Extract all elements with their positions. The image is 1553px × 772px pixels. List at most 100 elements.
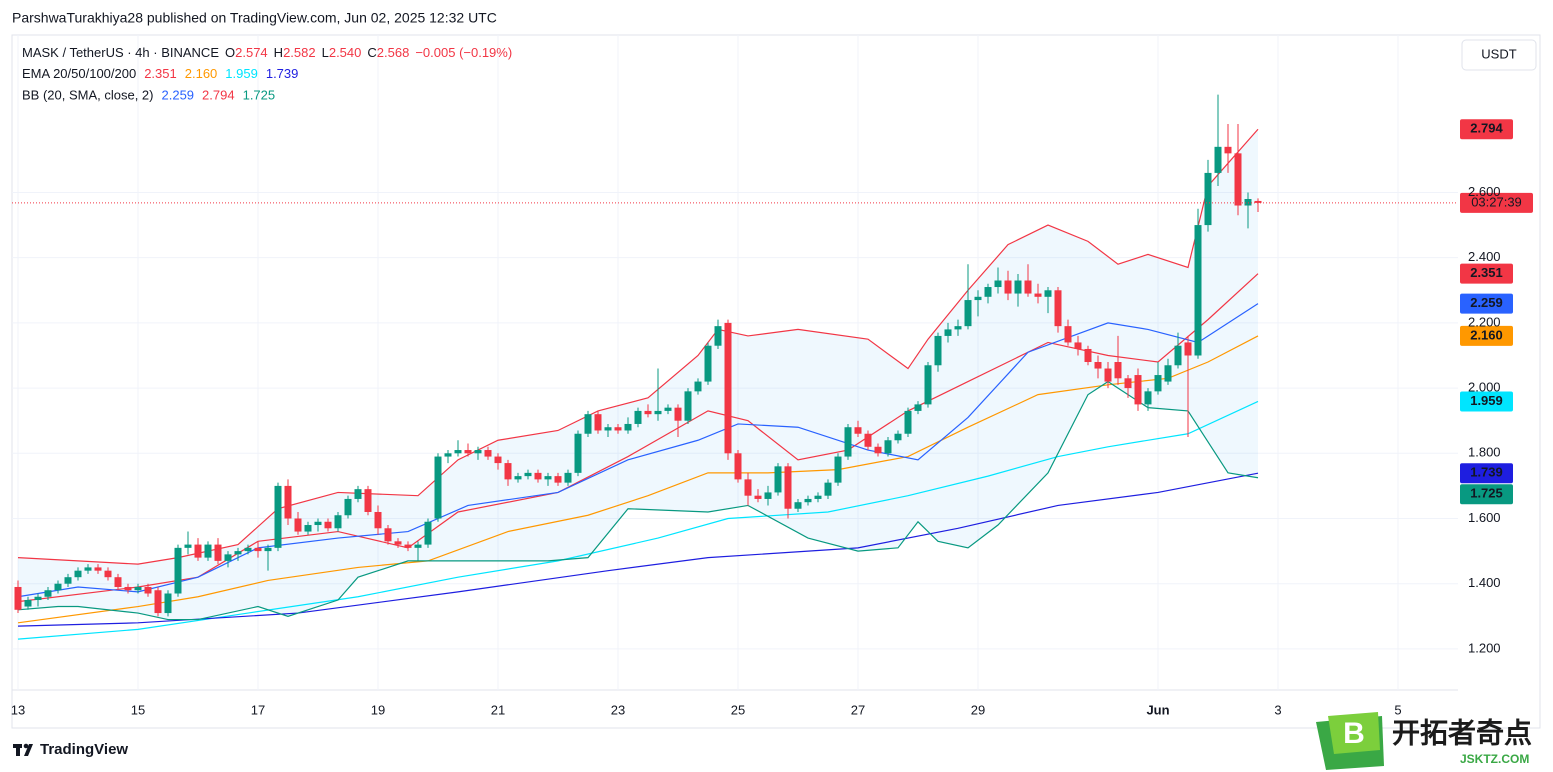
candle-body — [314, 521, 322, 526]
candle-body — [274, 485, 282, 548]
candle-body — [464, 450, 472, 454]
candle-body — [594, 414, 602, 431]
candle-body — [484, 450, 492, 457]
indicator-title: BB (20, SMA, close, 2) — [22, 88, 154, 103]
y-tick-label: 1.400 — [1468, 575, 1501, 590]
candle-body — [1064, 326, 1072, 343]
price-tag-label: 2.351 — [1470, 265, 1503, 280]
candle-body — [694, 381, 702, 392]
candle-body — [114, 577, 122, 587]
candle-body — [54, 583, 62, 591]
candle-body — [234, 551, 242, 555]
candle-body — [154, 590, 162, 614]
candle-body — [414, 544, 422, 548]
candle-body — [374, 511, 382, 529]
candle-body — [1074, 342, 1082, 349]
change: −0.005 (−0.19%) — [415, 45, 512, 60]
y-tick-label: 2.600 — [1468, 184, 1501, 199]
price-tags: 2.794 2.351 2.259 2.160 1.959 1.739 1.725 03:27… — [1460, 119, 1533, 505]
candle-body — [184, 544, 192, 548]
candle-body — [64, 577, 72, 584]
price-tag-label: 1.959 — [1470, 393, 1503, 408]
candle-body — [1004, 280, 1012, 294]
x-tick-label: 3 — [1274, 702, 1281, 717]
candle-body — [514, 476, 522, 480]
candle-body — [224, 554, 232, 561]
x-tick-label: 15 — [131, 702, 145, 717]
candle-body — [1174, 345, 1182, 366]
candle-body — [964, 300, 972, 327]
candle-body — [384, 528, 392, 542]
price-tag — [1460, 119, 1513, 140]
candle-body — [24, 600, 32, 607]
candle-body — [74, 570, 82, 578]
ohlc-letter: H — [274, 45, 283, 60]
candle-body — [564, 472, 572, 483]
candle-body — [404, 544, 412, 548]
candle-body — [544, 476, 552, 480]
candle-body — [744, 479, 752, 496]
candle-body — [774, 466, 782, 493]
candle-body — [264, 547, 272, 552]
candle-body — [954, 326, 962, 330]
y-tick-label: 2.000 — [1468, 380, 1501, 395]
candle-body — [684, 391, 692, 421]
price-tag — [1460, 484, 1513, 505]
x-tick-label: 21 — [491, 702, 505, 717]
candle-body — [1014, 280, 1022, 294]
indicator-title: EMA 20/50/100/200 — [22, 66, 136, 81]
countdown-tag — [1460, 192, 1533, 213]
y-tick-label: 1.200 — [1468, 640, 1501, 655]
currency-box[interactable] — [1461, 39, 1537, 71]
ohlc-letter: C — [367, 45, 376, 60]
candle-body — [1224, 146, 1232, 154]
candle-body — [14, 586, 22, 610]
candle-body — [754, 495, 762, 499]
indicator-value: 1.959 — [225, 66, 258, 81]
candle-body — [364, 489, 372, 512]
indicator-line — [17, 400, 1259, 640]
candle-body — [554, 476, 562, 483]
ohlc-letter: L — [322, 45, 329, 60]
candle-body — [904, 410, 912, 434]
candle-body — [334, 515, 342, 529]
candle-body — [294, 518, 302, 532]
y-tick-label: 1.800 — [1468, 445, 1501, 460]
candle-body — [444, 453, 452, 457]
price-tag — [1460, 325, 1513, 346]
candle-body — [784, 466, 792, 509]
legend: MASK / TetherUS · 4h · BINANCE O2.574 H2.5… — [22, 45, 512, 103]
candle-body — [1044, 290, 1052, 297]
price-tag — [1460, 391, 1513, 412]
price-tag — [1460, 263, 1513, 284]
candle-body — [1214, 146, 1222, 173]
x-tick-label: 13 — [11, 702, 25, 717]
candle-body — [854, 427, 862, 434]
candle-body — [894, 433, 902, 441]
candle-body — [874, 446, 882, 454]
candle-body — [834, 456, 842, 483]
candle-body — [104, 570, 112, 578]
candle-body — [424, 521, 432, 545]
candle-body — [924, 365, 932, 405]
candle-body — [94, 567, 102, 571]
candle-body — [764, 492, 772, 499]
candle-body — [824, 482, 832, 496]
candle-body — [844, 427, 852, 457]
countdown: 03:27:39 — [1471, 194, 1522, 209]
candle-body — [474, 450, 482, 454]
ohlc-value: 2.540 — [329, 45, 362, 60]
price-tag — [1460, 293, 1513, 314]
watermark-name: 开拓者奇点 — [1392, 717, 1532, 748]
candle-body — [944, 329, 952, 336]
candle-body — [714, 326, 722, 346]
candle-body — [1034, 293, 1042, 297]
candle-body — [1054, 290, 1062, 327]
candle-body — [1234, 153, 1242, 206]
indicator-line — [17, 380, 1259, 621]
candle-body — [394, 541, 402, 545]
chart-frame — [11, 34, 1541, 729]
x-tick-label: 27 — [851, 702, 865, 717]
